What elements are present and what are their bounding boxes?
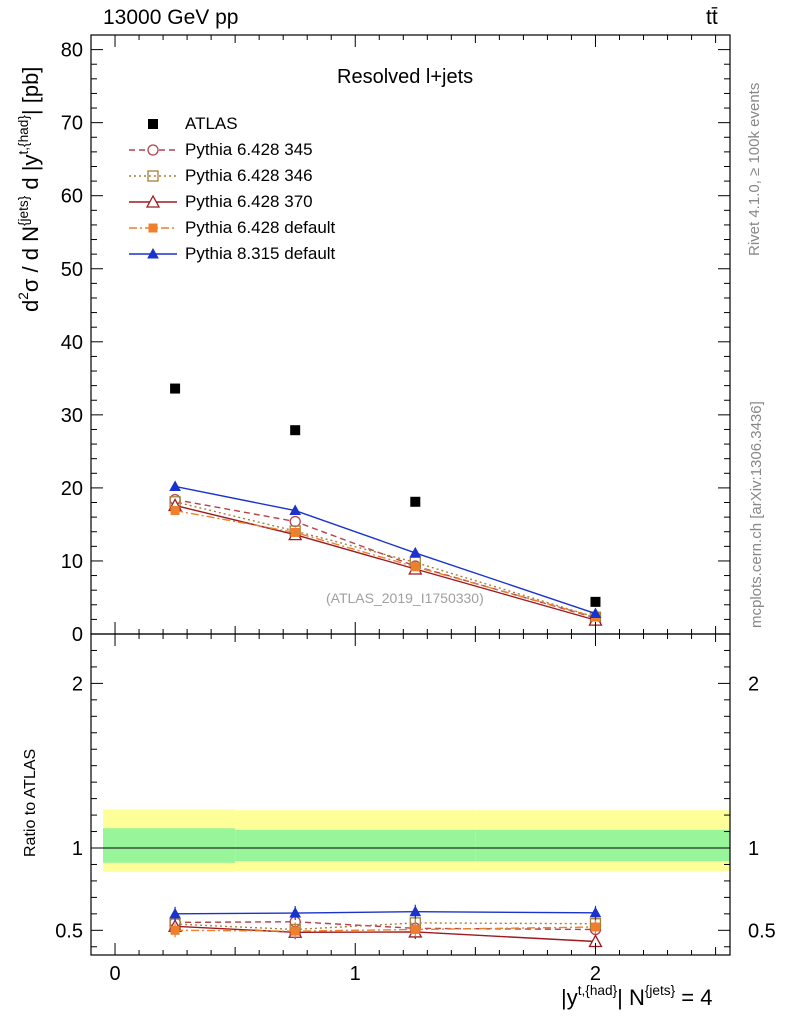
ratio-line-0 xyxy=(175,921,596,931)
ratio-band-inner xyxy=(235,829,476,862)
analysis-watermark: (ATLAS_2019_I1750330) xyxy=(326,590,484,606)
legend-marker xyxy=(147,144,159,156)
series-point-5 xyxy=(169,480,181,491)
legend-label: ATLAS xyxy=(185,114,238,133)
atlas-data-point xyxy=(410,496,421,507)
series-point-4 xyxy=(170,506,180,516)
ratio-line-1 xyxy=(175,922,596,931)
legend-item: Pythia 6.428 345 xyxy=(127,139,387,161)
ratio-point-3 xyxy=(290,926,300,936)
x-axis-label: |yt,{had}| N{jets} = 4 xyxy=(561,982,713,1010)
ratio-y-tick-label: 0.5 xyxy=(55,920,83,942)
ratio-point-4 xyxy=(169,907,181,919)
main-y-tick-label: 10 xyxy=(61,551,83,573)
series-line-5 xyxy=(174,485,596,615)
ratio-y-tick-label: 2 xyxy=(72,673,83,695)
series-point-5 xyxy=(589,607,602,619)
series-point-4 xyxy=(410,562,420,572)
atlas-data-point xyxy=(170,383,181,394)
legend-item: ATLAS xyxy=(127,113,387,135)
main-y-tick-label: 40 xyxy=(61,332,83,354)
ratio-band-inner xyxy=(475,829,730,862)
main-y-tick-label: 70 xyxy=(61,113,83,135)
legend-swatch xyxy=(129,223,177,233)
legend-marker xyxy=(147,247,159,259)
ratio-point-4 xyxy=(589,906,602,918)
main-y-tick-label: 30 xyxy=(61,405,83,427)
legend-swatch xyxy=(129,247,177,259)
legend-marker xyxy=(148,119,158,129)
ratio-y-axis-label: Ratio to ATLAS xyxy=(22,748,39,857)
main-y-tick-label: 20 xyxy=(61,478,83,500)
legend-label: Pythia 6.428 345 xyxy=(185,140,313,159)
series-point-1 xyxy=(289,515,301,528)
legend-swatch xyxy=(129,194,177,208)
x-tick-label: 1 xyxy=(350,963,361,985)
atlas-data-point xyxy=(290,425,301,436)
legend-label: Pythia 8.315 default xyxy=(185,244,336,263)
ratio-line-4 xyxy=(175,911,596,915)
legend-label: Pythia 6.428 default xyxy=(185,218,336,237)
legend-marker xyxy=(145,194,161,208)
series-line-4 xyxy=(174,509,596,618)
ratio-y-tick-label-right: 1 xyxy=(748,838,759,860)
legend-label: Pythia 6.428 346 xyxy=(185,166,313,185)
chart-title: Resolved l+jets xyxy=(337,66,474,88)
legend-item: Pythia 6.428 default xyxy=(127,217,387,239)
legend-item: Pythia 6.428 346 xyxy=(127,165,387,187)
main-panel xyxy=(167,383,603,626)
x-tick-label: 2 xyxy=(590,963,601,985)
process-label: tt̄ xyxy=(706,6,718,29)
ratio-y-tick-label-right: 2 xyxy=(748,673,759,695)
legend-label: Pythia 6.428 370 xyxy=(185,192,313,211)
ratio-y-tick-label: 1 xyxy=(72,838,83,860)
main-y-tick-label: 50 xyxy=(61,259,83,281)
series-point-5 xyxy=(409,546,422,558)
main-y-tick-label: 80 xyxy=(61,40,83,62)
ratio-point-3 xyxy=(590,922,600,932)
ratio-band-inner xyxy=(103,828,236,863)
series-line-3 xyxy=(174,504,596,621)
series-line-2 xyxy=(174,501,596,618)
ratio-point-3 xyxy=(170,925,180,935)
x-tick-label: 0 xyxy=(109,963,120,985)
legend-item: Pythia 8.315 default xyxy=(127,243,387,265)
main-y-tick-label: 60 xyxy=(61,186,83,208)
legend-swatch xyxy=(129,170,177,182)
legend: ATLAS Pythia 6.428 345 Pythia 6.428 346 Pyt… xyxy=(127,113,387,273)
ratio-line-3 xyxy=(175,926,596,932)
ratio-point-4 xyxy=(409,905,422,917)
ratio-panel-frame xyxy=(90,633,731,956)
ratio-point-4 xyxy=(289,906,302,918)
energy-label: 13000 GeV pp xyxy=(103,6,239,29)
legend-item: Pythia 6.428 370 xyxy=(127,191,387,213)
ratio-line-2 xyxy=(175,925,596,943)
ratio-y-tick-label-right: 0.5 xyxy=(748,920,776,942)
legend-marker xyxy=(148,223,158,233)
atlas-data-point xyxy=(590,596,601,607)
ratio-panel xyxy=(91,809,730,949)
legend-swatch xyxy=(148,119,158,129)
series-point-5 xyxy=(289,504,302,516)
series-point-4 xyxy=(290,527,300,537)
rivet-label: Rivet 4.1.0, ≥ 100k events xyxy=(746,82,763,256)
legend-marker xyxy=(147,170,159,182)
main-y-axis-label: d2σ / d N{jets} d |yt,{had}| [pb] xyxy=(15,66,43,312)
main-y-tick-label: 0 xyxy=(72,624,83,646)
mcplots-label: mcplots.cern.ch [arXiv:1306.3436] xyxy=(748,401,765,628)
ratio-point-3 xyxy=(410,924,420,934)
legend-swatch xyxy=(129,144,177,156)
